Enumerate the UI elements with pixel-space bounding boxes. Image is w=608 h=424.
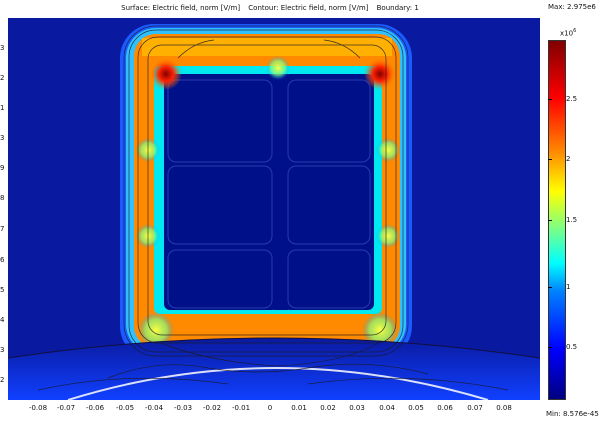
x-tick-8: 0 xyxy=(267,404,273,412)
x-tick-6: -0.02 xyxy=(202,404,222,412)
y-tick-3: 3 xyxy=(0,134,5,142)
colorbar-multiplier-base: x10 xyxy=(560,29,574,38)
surface-title: Surface: Electric field, norm [V/m] xyxy=(121,4,241,12)
x-tick-7: -0.01 xyxy=(231,404,251,412)
field-plot-svg xyxy=(8,18,540,400)
colorbar-min-label: Min: 8.576e-45 xyxy=(546,410,599,418)
colorbar-tick-3: 1 xyxy=(566,283,571,291)
colorbar-tick-0: 2.5 xyxy=(566,95,578,103)
hot-spot-top xyxy=(266,56,290,80)
colorbar-multiplier: x106 xyxy=(560,28,576,37)
colorbar-tick-4: 0.5 xyxy=(566,343,578,351)
x-tick-12: 0.04 xyxy=(379,404,395,412)
boundary-title: Boundary: 1 xyxy=(376,4,419,12)
y-tick-1: 2 xyxy=(0,74,5,82)
y-tick-9: 4 xyxy=(0,316,5,324)
hot-corner-tl xyxy=(150,58,182,90)
y-tick-10: 3 xyxy=(0,346,5,354)
colorbar-tickmark-4 xyxy=(548,347,552,348)
x-tick-14: 0.06 xyxy=(437,404,453,412)
colorbar-exponent: 6 xyxy=(573,28,577,34)
colorbar-tickmark-0 xyxy=(548,99,552,100)
x-tick-0: -0.08 xyxy=(28,404,48,412)
colorbar-tick-2: 1.5 xyxy=(566,216,578,224)
hot-corner-tr xyxy=(364,58,396,90)
field-plot[interactable] xyxy=(8,18,540,400)
contour-lines xyxy=(37,25,509,391)
y-tick-6: 7 xyxy=(0,225,5,233)
x-tick-4: -0.04 xyxy=(144,404,164,412)
colorbar-tick-1: 2 xyxy=(566,155,571,163)
y-tick-11: 2 xyxy=(0,376,5,384)
x-tick-9: 0.01 xyxy=(291,404,307,412)
cavity-right xyxy=(284,74,374,310)
ground-boundary xyxy=(8,337,540,359)
ground-boundary-highlight xyxy=(67,367,489,400)
x-tick-11: 0.03 xyxy=(349,404,365,412)
colorbar-max-label: Max: 2.975e6 xyxy=(548,3,596,11)
y-tick-2: 1 xyxy=(0,104,5,112)
x-tick-10: 0.02 xyxy=(320,404,336,412)
x-tick-13: 0.05 xyxy=(408,404,424,412)
colorbar-tickmark-3 xyxy=(548,287,552,288)
y-tick-5: 8 xyxy=(0,194,5,202)
y-tick-0: 3 xyxy=(0,44,5,52)
y-tick-7: 6 xyxy=(0,256,5,264)
x-tick-15: 0.07 xyxy=(467,404,483,412)
cell-outlines xyxy=(167,79,371,309)
plot-title: Surface: Electric field, norm [V/m] Cont… xyxy=(0,4,540,12)
cavity-center xyxy=(274,74,288,310)
y-tick-8: 5 xyxy=(0,286,5,294)
contour-title: Contour: Electric field, norm [V/m] xyxy=(248,4,369,12)
y-tick-4: 9 xyxy=(0,164,5,172)
frame-top-band xyxy=(142,38,392,56)
x-tick-5: -0.03 xyxy=(173,404,193,412)
x-tick-2: -0.06 xyxy=(85,404,105,412)
x-tick-1: -0.07 xyxy=(56,404,76,412)
x-tick-3: -0.05 xyxy=(115,404,135,412)
x-tick-16: 0.08 xyxy=(496,404,512,412)
cavity-left xyxy=(164,74,278,310)
colorbar-tickmark-1 xyxy=(548,159,552,160)
colorbar-tickmark-2 xyxy=(548,220,552,221)
